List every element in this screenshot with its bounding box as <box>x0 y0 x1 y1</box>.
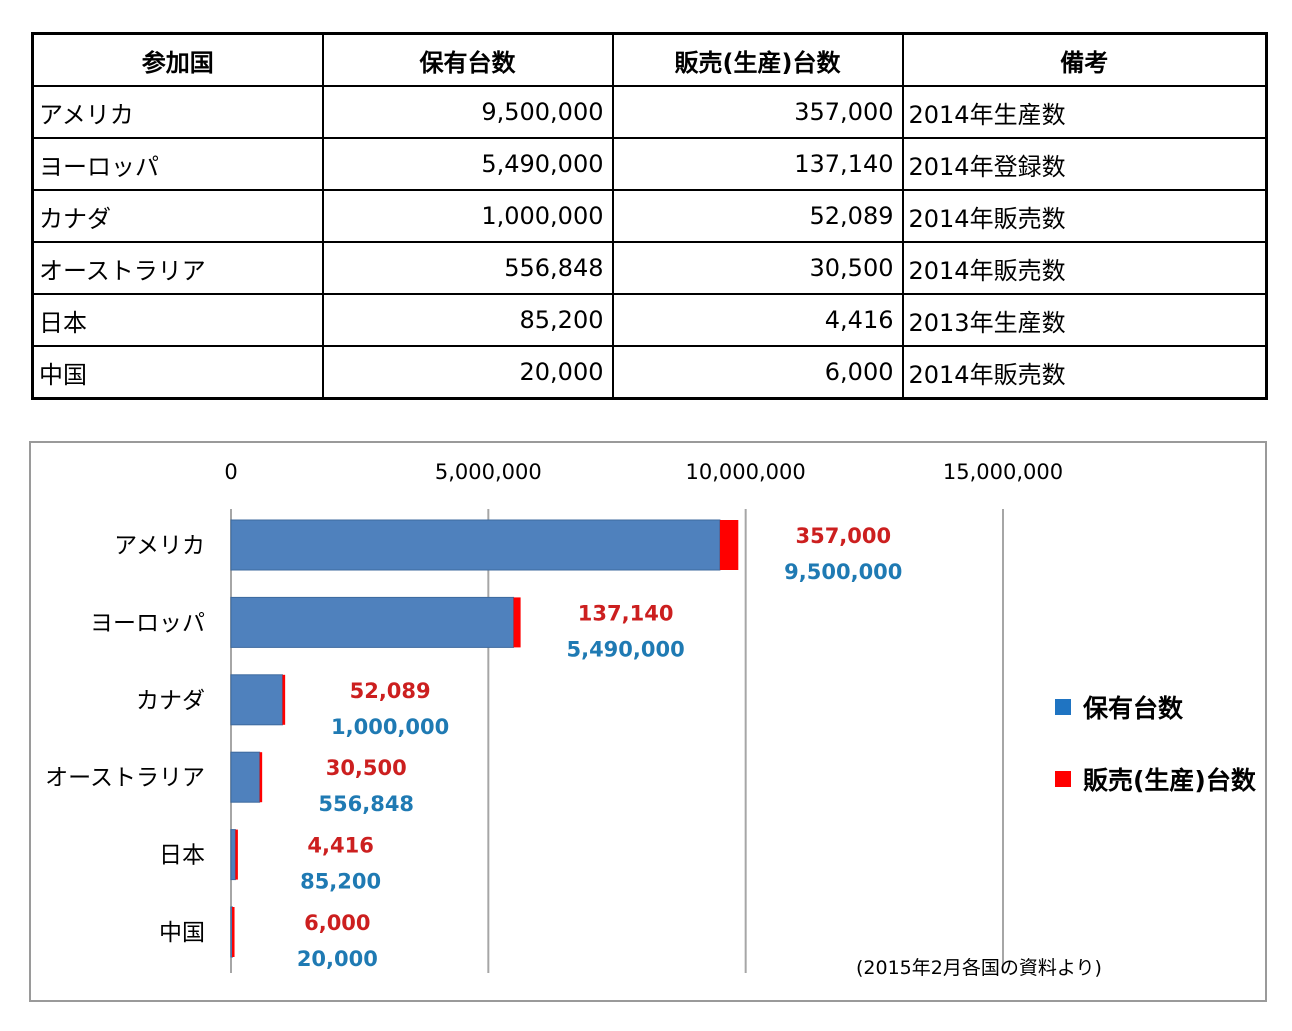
category-label: アメリカ <box>114 533 205 559</box>
cell-note: 2013年生産数 <box>901 293 1268 347</box>
cell-note: 2014年販売数 <box>901 345 1268 400</box>
cell-note: 2014年登録数 <box>901 137 1268 191</box>
table-header-row: 参加国 保有台数 販売(生産)台数 備考 <box>31 32 1268 87</box>
cell-holdings: 556,848 <box>321 241 614 295</box>
cell-sales: 137,140 <box>611 137 904 191</box>
data-label-sales: 52,089 <box>350 679 431 703</box>
bar-chart: 0 5,000,000 10,000,000 15,000,000 アメリカ 357,00… <box>45 460 1063 973</box>
data-label-holdings: 20,000 <box>297 947 378 971</box>
cell-note: 2014年生産数 <box>901 85 1268 139</box>
category-label: 中国 <box>159 920 205 946</box>
cell-country: オーストラリア <box>31 241 324 295</box>
column-header-country: 参加国 <box>31 32 324 87</box>
cell-holdings: 1,000,000 <box>321 189 614 243</box>
bar-sales <box>259 752 263 803</box>
bar-sales <box>719 520 739 570</box>
cell-holdings: 5,490,000 <box>321 137 614 191</box>
legend-swatch-sales <box>1055 771 1071 787</box>
cell-sales: 4,416 <box>611 293 904 347</box>
bar-sales <box>282 674 286 725</box>
table-body: アメリカ 9,500,000 357,000 2014年生産数 ヨーロッパ 5,490,0… <box>31 85 1268 400</box>
cell-country: アメリカ <box>31 85 324 139</box>
x-tick-label: 15,000,000 <box>943 460 1063 484</box>
column-header-note: 備考 <box>901 32 1268 87</box>
column-header-holdings: 保有台数 <box>321 32 614 87</box>
bar-holdings <box>230 829 236 881</box>
cell-sales: 6,000 <box>611 345 904 400</box>
x-tick-label: 10,000,000 <box>686 460 806 484</box>
data-label-sales: 4,416 <box>307 834 373 858</box>
bar-holdings <box>230 519 721 571</box>
x-tick-label: 0 <box>224 460 237 484</box>
source-note: (2015年2月各国の資料より) <box>856 957 1102 979</box>
legend-label-sales: 販売(生産)台数 <box>1083 766 1256 795</box>
data-label-sales: 137,140 <box>578 601 674 625</box>
legend-label-holdings: 保有台数 <box>1083 694 1184 723</box>
cell-holdings: 9,500,000 <box>321 85 614 139</box>
category-label: ヨーロッパ <box>90 610 205 636</box>
category-label: オーストラリア <box>45 765 205 791</box>
data-label-sales: 6,000 <box>304 911 370 935</box>
cell-country: 中国 <box>31 345 324 400</box>
data-label-holdings: 85,200 <box>300 870 381 894</box>
cell-country: カナダ <box>31 189 324 243</box>
cell-note: 2014年販売数 <box>901 241 1268 295</box>
data-label-holdings: 9,500,000 <box>784 560 902 584</box>
bar-holdings <box>230 751 261 803</box>
bar-holdings <box>230 674 283 726</box>
data-label-sales: 30,500 <box>326 756 407 780</box>
cell-sales: 30,500 <box>611 241 904 295</box>
data-table: 参加国 保有台数 販売(生産)台数 備考 アメリカ 9,500,000 357,00… <box>31 32 1268 400</box>
legend-item-sales: 販売(生産)台数 <box>1055 761 1256 797</box>
data-label-holdings: 1,000,000 <box>331 715 449 739</box>
cell-sales: 357,000 <box>611 85 904 139</box>
table-row: カナダ 1,000,000 52,089 2014年販売数 <box>31 189 1268 243</box>
cell-sales: 52,089 <box>611 189 904 243</box>
data-label-holdings: 5,490,000 <box>566 637 684 661</box>
data-label-sales: 357,000 <box>795 524 891 548</box>
cell-country: ヨーロッパ <box>31 137 324 191</box>
table-row: ヨーロッパ 5,490,000 137,140 2014年登録数 <box>31 137 1268 191</box>
category-label: カナダ <box>136 688 205 714</box>
cell-holdings: 85,200 <box>321 293 614 347</box>
table-row: 中国 20,000 6,000 2014年販売数 <box>31 345 1268 400</box>
table-row: 日本 85,200 4,416 2013年生産数 <box>31 293 1268 347</box>
bar-sales <box>513 597 521 648</box>
category-label: 日本 <box>159 843 205 869</box>
data-label-holdings: 556,848 <box>318 792 414 816</box>
table-row: アメリカ 9,500,000 357,000 2014年生産数 <box>31 85 1268 139</box>
legend-item-holdings: 保有台数 <box>1055 689 1183 725</box>
cell-note: 2014年販売数 <box>901 189 1268 243</box>
cell-country: 日本 <box>31 293 324 347</box>
column-header-sales: 販売(生産)台数 <box>611 32 904 87</box>
chart-frame: 0 5,000,000 10,000,000 15,000,000 アメリカ 357,00… <box>29 441 1267 1002</box>
table-row: オーストラリア 556,848 30,500 2014年販売数 <box>31 241 1268 295</box>
cell-holdings: 20,000 <box>321 345 614 400</box>
bar-sales <box>235 829 238 880</box>
x-tick-label: 5,000,000 <box>435 460 542 484</box>
bar-sales <box>232 907 235 957</box>
bar-holdings <box>230 596 515 648</box>
legend-swatch-holdings <box>1055 699 1071 715</box>
